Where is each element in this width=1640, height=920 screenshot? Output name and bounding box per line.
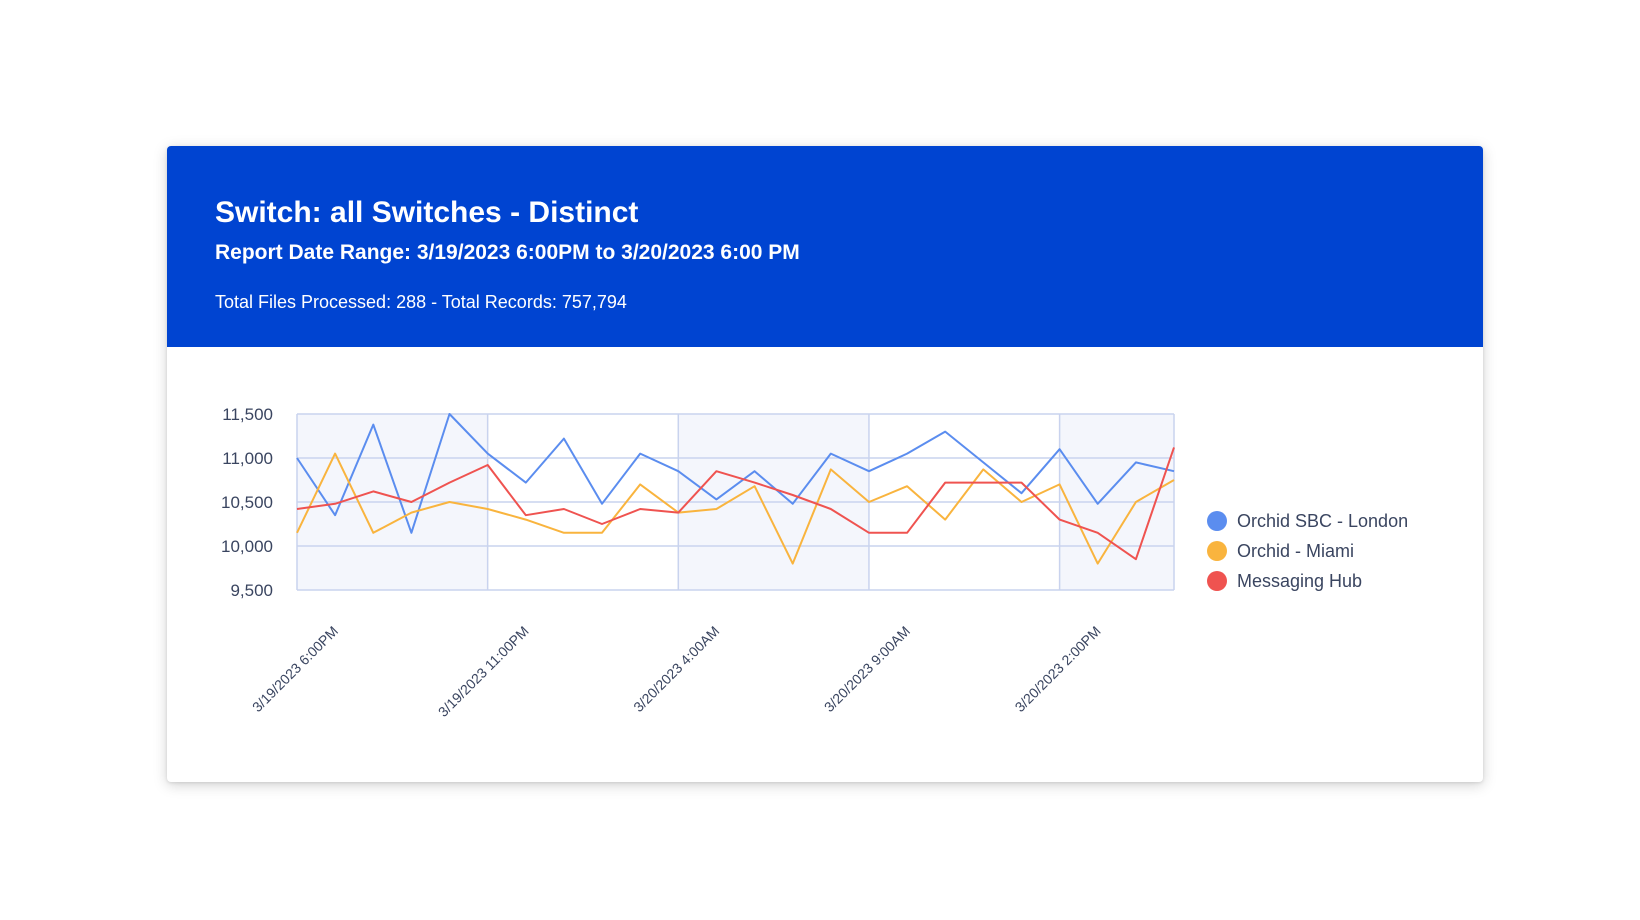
legend-label: Messaging Hub bbox=[1237, 570, 1363, 591]
legend-swatch bbox=[1207, 571, 1227, 591]
x-tick-label: 3/19/2023 6:00PM bbox=[249, 623, 341, 715]
legend-swatch bbox=[1207, 511, 1227, 531]
y-tick-label: 9,500 bbox=[230, 581, 273, 600]
chart-legend: Orchid SBC - London Orchid - Miami Messagi… bbox=[1207, 506, 1408, 596]
series-line bbox=[296, 452, 1175, 565]
legend-label: Orchid - Miami bbox=[1237, 540, 1355, 561]
x-tick-label: 3/20/2023 9:00AM bbox=[821, 623, 913, 715]
x-tick-label: 3/19/2023 11:00PM bbox=[435, 623, 532, 720]
x-tick-label: 3/20/2023 4:00AM bbox=[630, 623, 722, 715]
x-tick-label: 3/20/2023 2:00PM bbox=[1012, 623, 1104, 715]
y-tick-label: 11,500 bbox=[222, 405, 273, 424]
series-line bbox=[296, 413, 1175, 534]
report-header: Switch: all Switches - Distinct Report D… bbox=[167, 146, 1483, 347]
y-tick-label: 10,000 bbox=[221, 537, 273, 556]
report-date-range: Report Date Range: 3/19/2023 6:00PM to 3… bbox=[215, 241, 800, 264]
legend-item: Messaging Hub bbox=[1207, 566, 1408, 596]
y-tick-label: 10,500 bbox=[221, 493, 273, 512]
legend-item: Orchid SBC - London bbox=[1207, 506, 1408, 536]
series-line bbox=[296, 447, 1175, 561]
report-card: Switch: all Switches - Distinct Report D… bbox=[167, 146, 1483, 782]
legend-swatch bbox=[1207, 541, 1227, 561]
legend-item: Orchid - Miami bbox=[1207, 536, 1408, 566]
y-tick-label: 11,000 bbox=[222, 449, 273, 468]
report-title: Switch: all Switches - Distinct bbox=[215, 196, 639, 229]
legend-label: Orchid SBC - London bbox=[1237, 510, 1409, 531]
report-totals: Total Files Processed: 288 - Total Recor… bbox=[215, 292, 627, 312]
line-chart: 9,500 10,000 10,500 11,000 11,500 3/19/2023 6… bbox=[221, 405, 1175, 720]
